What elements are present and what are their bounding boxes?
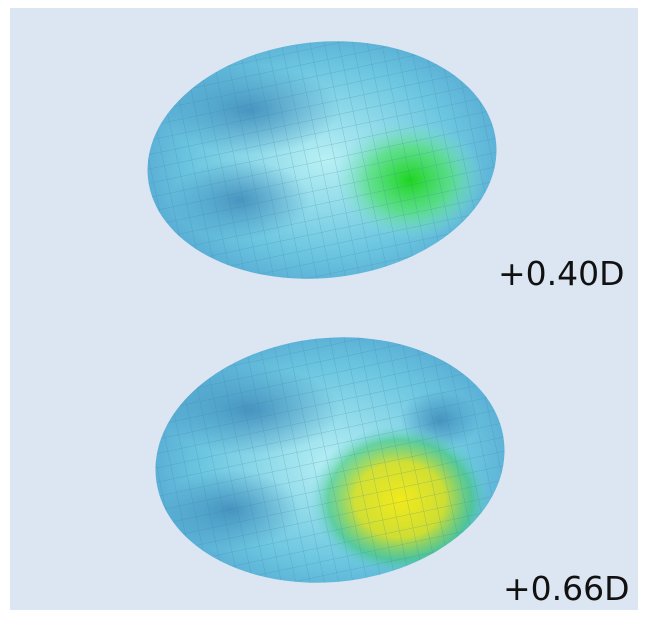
power-label: +0.40D xyxy=(498,254,625,293)
power-label: +0.66D xyxy=(503,569,630,608)
figure: +0.40D +0.66D xyxy=(0,0,646,618)
